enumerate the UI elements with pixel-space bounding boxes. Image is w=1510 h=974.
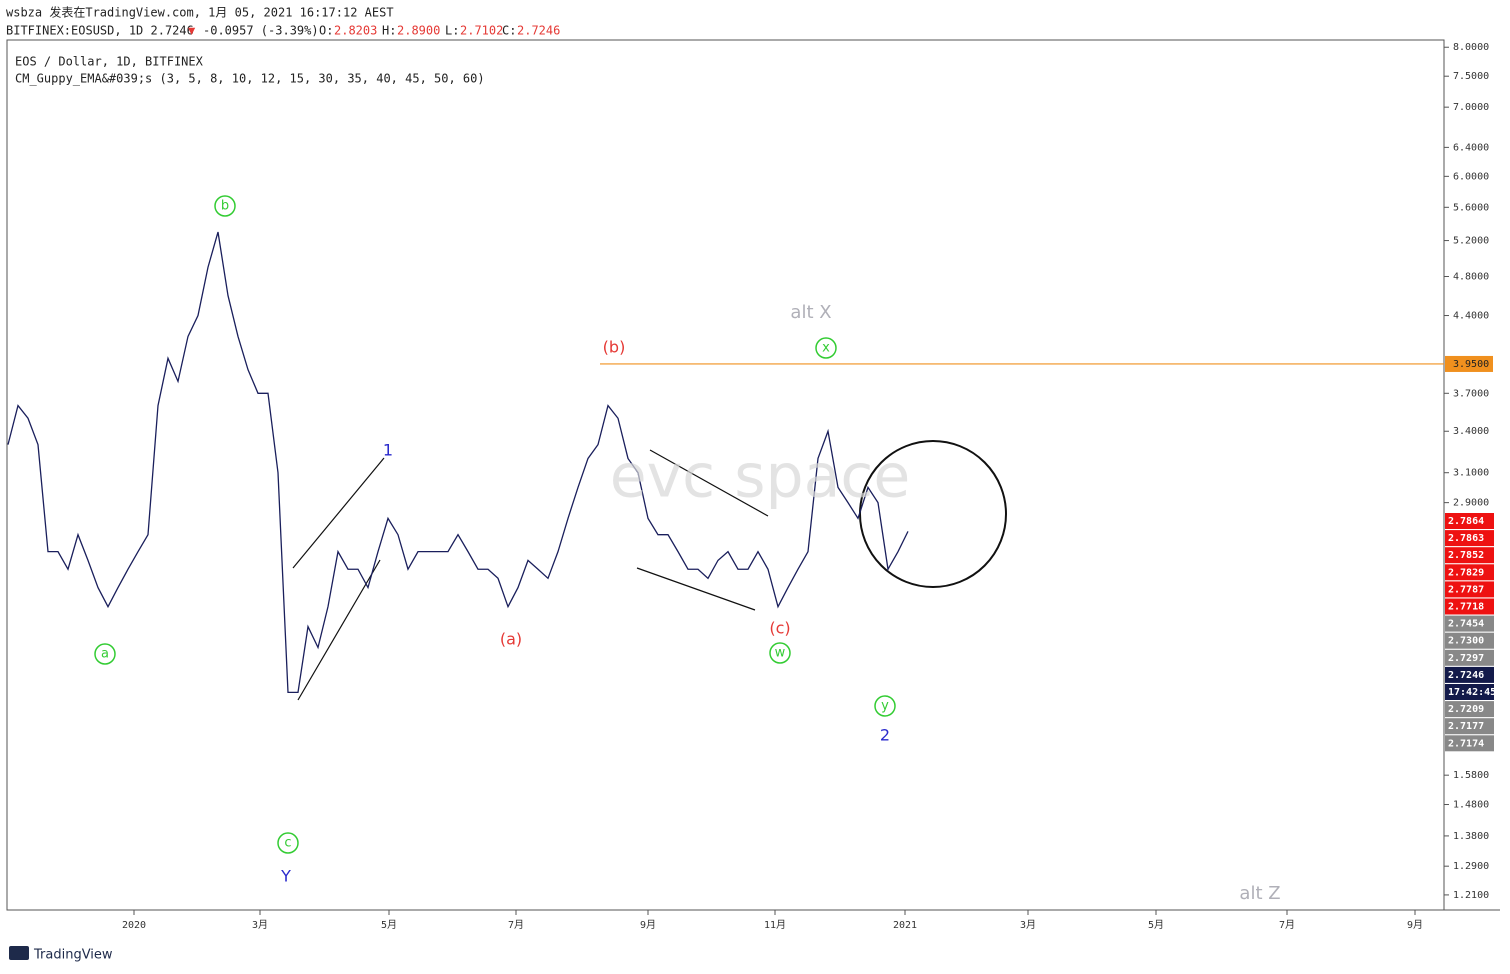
y-tick-label: 4.8000 — [1453, 271, 1489, 282]
price-label: 2.7174 — [1448, 738, 1484, 749]
price-line — [7, 231, 909, 694]
annotation: (b) — [603, 338, 626, 357]
x-tick-label: 2020 — [122, 920, 146, 931]
x-tick-label: 2021 — [893, 920, 917, 931]
price-label: 2.7297 — [1448, 653, 1484, 664]
annotation-circle — [874, 695, 896, 717]
y-tick-label: 7.0000 — [1453, 102, 1489, 113]
price-label: 2.7863 — [1448, 533, 1484, 544]
price-label: 2.7177 — [1448, 721, 1484, 732]
x-tick-label: 5月 — [381, 919, 397, 931]
price-label-box — [1445, 581, 1494, 598]
price-label: 2.7300 — [1448, 636, 1484, 647]
o-label: O: — [319, 24, 333, 38]
x-tick-label: 11月 — [764, 919, 786, 931]
y-tick-label: 4.4000 — [1453, 311, 1489, 322]
price-label-box — [1445, 598, 1494, 615]
price-label: 2.7454 — [1448, 619, 1484, 630]
price-label-box — [1445, 649, 1494, 666]
legend-series: EOS / Dollar, 1D, BITFINEX — [15, 55, 204, 69]
header-title: wsbza 发表在TradingView.com, 1月 05, 2021 16… — [6, 5, 394, 20]
annotation: evc space — [610, 442, 911, 512]
price-label-box — [1445, 513, 1494, 529]
header-change: -0.0957 (-3.39%) — [203, 24, 319, 38]
annotation: 2 — [880, 726, 890, 745]
price-label: 2.7829 — [1448, 567, 1484, 578]
price-label-box — [1445, 701, 1494, 718]
y-tick-label: 1.4800 — [1453, 800, 1489, 811]
price-label: 2.7246 — [1448, 670, 1484, 681]
annotation: alt Z — [1239, 883, 1280, 904]
price-label-box — [1445, 547, 1494, 564]
annotation: y — [881, 699, 889, 714]
brand: TradingView — [33, 948, 113, 963]
annotation-circle — [214, 195, 236, 217]
y-tick-label: 1.2100 — [1453, 890, 1489, 901]
legend-indicator: CM_Guppy_EMA&#039;s (3, 5, 8, 10, 12, 15… — [15, 72, 485, 86]
annotation: c — [284, 836, 291, 851]
x-tick-label: 9月 — [640, 919, 656, 931]
y-tick-label: 3.7000 — [1453, 388, 1489, 399]
annotation-circle — [815, 337, 837, 359]
price-label: 2.7864 — [1448, 516, 1484, 527]
price-label-box — [1445, 735, 1494, 752]
price-label: 2.7718 — [1448, 602, 1484, 613]
level-box — [1445, 355, 1493, 372]
price-label: 17:42:45 — [1448, 687, 1496, 698]
price-label-box — [1445, 666, 1494, 683]
annotation: a — [101, 647, 109, 662]
l-value: 2.7102 — [460, 24, 503, 38]
price-label: 2.7209 — [1448, 704, 1484, 715]
x-tick-label: 3月 — [252, 919, 268, 931]
y-tick-label: 8.0000 — [1453, 42, 1489, 53]
annotation: (c) — [769, 619, 790, 638]
price-label: 2.7787 — [1448, 584, 1484, 595]
header-symbol: BITFINEX:EOSUSD, 1D 2.7246 — [6, 24, 194, 38]
y-tick-label: 2.9000 — [1453, 498, 1489, 509]
h-value: 2.8900 — [397, 24, 440, 38]
x-tick-label: 7月 — [1279, 919, 1295, 931]
c-value: 2.7246 — [517, 24, 560, 38]
price-label-box — [1445, 632, 1494, 649]
y-tick-label: 6.0000 — [1453, 171, 1489, 182]
price-label-box — [1445, 615, 1494, 632]
price-label-box — [1445, 684, 1494, 700]
price-label-box — [1445, 564, 1494, 581]
h-label: H: — [382, 24, 396, 38]
l-label: L: — [445, 24, 459, 38]
level-label: 3.9500 — [1453, 359, 1489, 370]
x-tick-label: 5月 — [1148, 919, 1164, 931]
annotation: alt X — [790, 302, 831, 323]
y-tick-label: 3.1000 — [1453, 468, 1489, 479]
annotation: x — [822, 341, 830, 356]
annotation: Y — [280, 867, 291, 886]
annotation-circle — [277, 832, 299, 854]
annotation: b — [221, 199, 229, 214]
annotation-circle — [94, 643, 116, 665]
x-tick-label: 9月 — [1407, 919, 1423, 931]
price-label: 2.7852 — [1448, 550, 1484, 561]
y-tick-label: 5.2000 — [1453, 236, 1489, 247]
price-label-box — [1445, 718, 1494, 735]
annotation: 1 — [383, 441, 393, 460]
y-tick-label: 7.5000 — [1453, 71, 1489, 82]
annotation: w — [775, 646, 786, 661]
price-label-box — [1445, 530, 1494, 547]
header-arrow: ▼ — [188, 24, 196, 38]
brand-logo — [9, 946, 29, 960]
o-value: 2.8203 — [334, 24, 377, 38]
annotation: (a) — [500, 630, 522, 649]
x-tick-label: 7月 — [508, 919, 524, 931]
y-tick-label: 3.4000 — [1453, 426, 1489, 437]
y-tick-label: 1.2900 — [1453, 861, 1489, 872]
y-tick-label: 1.3800 — [1453, 831, 1489, 842]
x-tick-label: 3月 — [1020, 919, 1036, 931]
annotation-circle — [769, 642, 791, 664]
y-tick-label: 1.5800 — [1453, 770, 1489, 781]
y-tick-label: 5.6000 — [1453, 202, 1489, 213]
y-tick-label: 6.4000 — [1453, 142, 1489, 153]
c-label: C: — [502, 24, 516, 38]
